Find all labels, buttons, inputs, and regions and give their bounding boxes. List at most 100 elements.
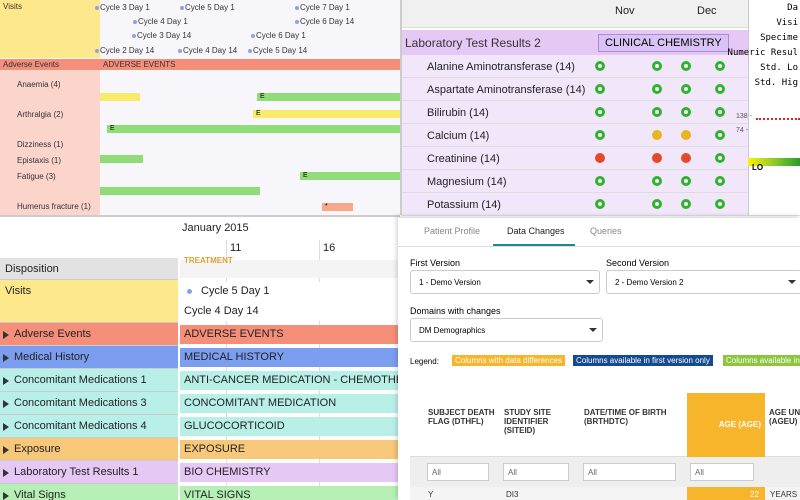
visit-dot — [178, 49, 182, 53]
expand-arrow — [3, 492, 9, 500]
status-icon — [652, 130, 662, 140]
tab[interactable]: Data Changes — [507, 226, 565, 236]
visit-dot — [248, 49, 252, 53]
filter-input[interactable]: All — [690, 463, 754, 481]
visit-dot — [295, 20, 299, 24]
detail-label: Numeric Resul — [727, 48, 798, 58]
visit-label: Cycle 6 Day 14 — [300, 17, 355, 26]
month: January 2015 — [182, 222, 249, 234]
visit-dot — [251, 34, 255, 38]
row-band-text: MEDICAL HISTORY — [184, 351, 285, 363]
row-band — [180, 325, 400, 344]
header-highlight — [687, 393, 765, 457]
filter-input[interactable]: All — [583, 463, 676, 481]
visits-label-cell — [0, 0, 100, 58]
visit-dot — [95, 49, 99, 53]
status-icon — [652, 107, 662, 117]
test-label: Potassium (14) — [427, 199, 501, 211]
expand-arrow — [3, 354, 9, 362]
day-line — [319, 240, 320, 500]
event-bar: E — [253, 110, 400, 118]
expand-arrow — [3, 423, 9, 431]
status-icon — [595, 84, 605, 94]
event-label: Epistaxis (1) — [17, 156, 62, 165]
tab[interactable]: Queries — [590, 226, 622, 236]
event-bar: E — [300, 172, 400, 180]
event-bar: * — [322, 203, 353, 211]
expand-arrow — [3, 377, 9, 385]
row-band — [180, 282, 400, 321]
row-label: Concomitant Medications 3 — [14, 397, 147, 409]
dropdown[interactable]: DM Demographics — [410, 318, 603, 342]
tab[interactable]: Patient Profile — [424, 226, 481, 236]
row-label: Vital Signs — [14, 489, 66, 500]
detail-label: Std. Hig — [754, 78, 798, 88]
legend-chip: Columns with data differences — [452, 355, 566, 366]
event-bar — [100, 155, 143, 163]
dropdown-caret — [586, 280, 594, 284]
ae-header-band — [0, 59, 400, 70]
row-label: Adverse Events — [14, 328, 92, 340]
status-icon — [681, 130, 691, 140]
test-label: Calcium (14) — [427, 130, 490, 142]
status-icon — [595, 107, 605, 117]
status-icon — [595, 130, 605, 140]
expand-arrow — [3, 331, 9, 339]
visit-label: Cycle 2 Day 14 — [100, 46, 155, 55]
ae-header: Adverse Events — [3, 60, 60, 69]
visit-label: Cycle 6 Day 1 — [256, 31, 306, 40]
row-band — [180, 394, 400, 413]
day: 11 — [230, 242, 242, 254]
visit-dot — [180, 6, 184, 10]
status-icon — [652, 199, 662, 209]
dropdown[interactable]: 1 - Demo Version — [410, 270, 600, 294]
event-label: Humerus fracture (1) — [17, 202, 91, 211]
row-label: Laboratory Test Results 1 — [14, 466, 139, 478]
row-band-text: BIO CHEMISTRY — [184, 466, 271, 478]
cell: Y — [428, 490, 434, 499]
day: 16 — [323, 242, 336, 254]
test-label: Magnesium (14) — [427, 176, 507, 188]
event-label: Arthralgia (2) — [17, 110, 64, 119]
filter-input[interactable]: All — [427, 463, 489, 481]
cell-highlight — [687, 487, 765, 500]
row-band-text: CONCOMITANT MEDICATION — [184, 397, 337, 409]
group-label: Laboratory Test Results 2 — [405, 36, 541, 50]
detail-panel — [748, 0, 800, 215]
visit-dot — [295, 6, 299, 10]
tab-underline — [493, 244, 575, 246]
row-label-cell — [0, 415, 178, 438]
visit-dot — [132, 34, 136, 38]
detail-label: Visi — [776, 18, 798, 28]
row-band-text: TREATMENT — [184, 256, 233, 265]
filter-input[interactable]: All — [503, 463, 569, 481]
status-icon — [715, 84, 725, 94]
row-label-cell — [0, 280, 178, 323]
month-label: Nov — [615, 5, 635, 17]
detail-line — [756, 118, 800, 128]
row-label-cell — [0, 323, 178, 346]
dropdown-caret — [589, 328, 597, 332]
status-icon — [715, 130, 725, 140]
legend-chip: Columns available in — [723, 355, 800, 366]
row-label-cell — [0, 438, 178, 461]
event-bar — [100, 93, 140, 101]
status-icon — [681, 107, 691, 117]
row-band — [180, 348, 400, 367]
row-label: Visits — [5, 285, 32, 297]
visit-label: Cycle 7 Day 1 — [300, 3, 350, 12]
field-label: Domains with changes — [410, 306, 501, 316]
column-header: AGE (AGE) — [718, 420, 761, 429]
legend-chip: Columns available in first version only — [573, 355, 713, 366]
status-icon — [715, 107, 725, 117]
detail-tick: 138 - — [736, 113, 752, 120]
row-label: Exposure — [14, 443, 61, 455]
dropdown[interactable]: 2 - Demo Version 2 — [606, 270, 800, 294]
expand-arrow — [3, 446, 9, 454]
test-label: Bilirubin (14) — [427, 107, 489, 119]
field-label: First Version — [410, 258, 461, 268]
status-icon — [681, 153, 691, 163]
expand-arrow — [3, 400, 9, 408]
row-band-text: Cycle 4 Day 14 — [184, 305, 259, 317]
